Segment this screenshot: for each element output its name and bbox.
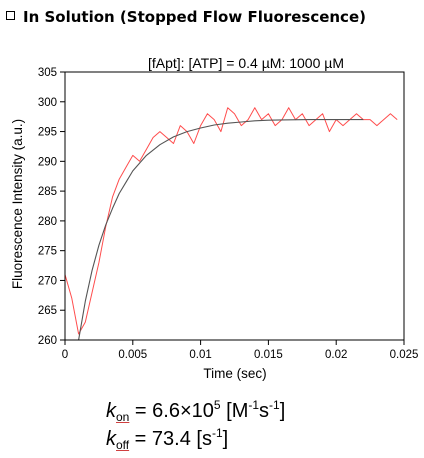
- x-tick-label: 0.02: [325, 349, 347, 361]
- section-heading-text: In Solution (Stopped Flow Fluorescence): [23, 8, 366, 26]
- koff-equation: koff = 73.4 [s-1]: [106, 426, 228, 452]
- x-tick-label: 0: [62, 349, 68, 361]
- y-tick-label: 260: [38, 335, 57, 347]
- kon-symbol: k: [106, 400, 116, 422]
- kon-subscript: on: [116, 410, 130, 424]
- y-tick-label: 270: [38, 275, 57, 287]
- fluorescence-chart: [fApt]: [ATP] = 0.4 µM: 1000 µM 260 265 27…: [10, 55, 419, 381]
- square-bullet-icon: [6, 11, 15, 20]
- y-tick-label: 285: [38, 186, 57, 198]
- koff-symbol: k: [106, 428, 116, 450]
- y-tick-label: 275: [38, 246, 57, 258]
- x-tick-label: 0.015: [254, 349, 283, 361]
- y-tick-label: 300: [38, 97, 57, 109]
- koff-value: = 73.4 [s: [129, 428, 212, 450]
- section-heading: In Solution (Stopped Flow Fluorescence): [6, 8, 366, 26]
- fit-curve: [78, 119, 364, 341]
- kon-exponent: 5: [213, 398, 221, 412]
- plot-area: [64, 71, 405, 341]
- y-tick-label: 305: [38, 67, 57, 79]
- kon-equation: kon = 6.6×105 [M-1s-1]: [106, 398, 285, 424]
- y-tick-label: 290: [38, 156, 57, 168]
- kon-value: = 6.6×10: [129, 400, 214, 422]
- kon-unit-m-exponent: -1: [248, 398, 260, 412]
- kon-unit-close: ]: [279, 400, 286, 422]
- x-axis-title: Time (sec): [203, 366, 266, 381]
- koff-unit-exponent: -1: [211, 426, 223, 440]
- y-tick-label: 265: [38, 305, 57, 317]
- kon-unit-s: s: [259, 400, 270, 422]
- x-tick-label: 0.025: [390, 349, 419, 361]
- y-axis-title: Fluorescence Intensity (a.u.): [10, 119, 25, 289]
- y-tick-label: 280: [38, 216, 57, 228]
- koff-subscript: off: [116, 438, 130, 452]
- koff-unit-close: ]: [222, 428, 229, 450]
- data-trace: [64, 107, 398, 335]
- kon-unit-s-exponent: -1: [269, 398, 280, 412]
- x-tick-label: 0.005: [118, 349, 147, 361]
- chart-title: [fApt]: [ATP] = 0.4 µM: 1000 µM: [148, 55, 344, 71]
- x-tick-label: 0.01: [189, 349, 211, 361]
- y-tick-label: 295: [38, 127, 57, 139]
- kon-unit-m: [M: [220, 400, 249, 422]
